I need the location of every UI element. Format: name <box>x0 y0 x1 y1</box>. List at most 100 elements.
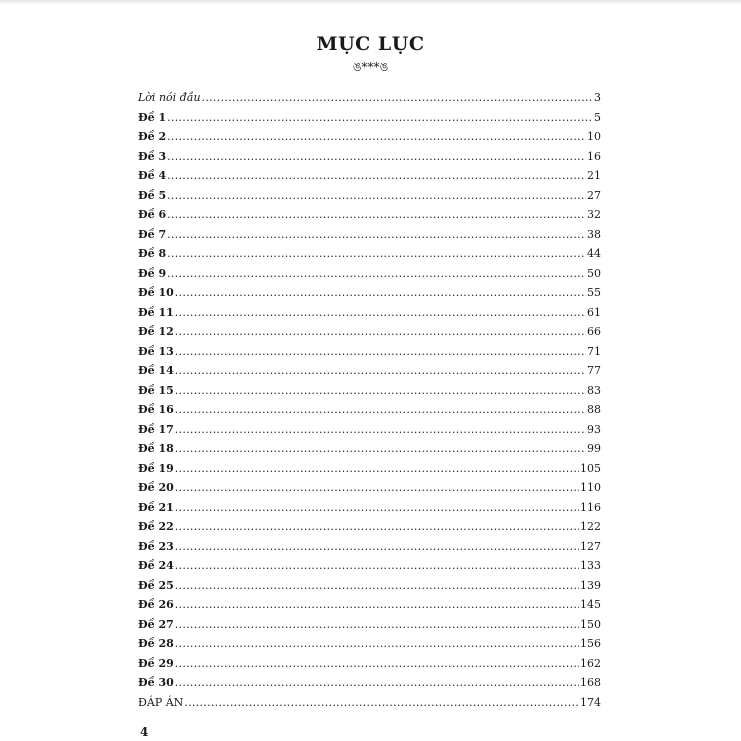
dot-leader <box>175 402 586 418</box>
toc-entry-label: Đề 23 <box>138 539 174 553</box>
toc-entry-label: Đề 9 <box>138 266 167 280</box>
toc-entry[interactable]: Đề 1 5 <box>138 110 601 130</box>
toc-entry-label: Đề 17 <box>138 422 174 436</box>
toc-entry-label: Đề 25 <box>138 578 174 592</box>
toc-entry-page: 127 <box>580 539 601 553</box>
toc-entry[interactable]: Đề 11 61 <box>138 305 601 325</box>
toc-entry[interactable]: Đề 25 139 <box>138 578 601 598</box>
toc-entry[interactable]: Đề 21 116 <box>138 500 601 520</box>
dot-leader <box>167 110 593 126</box>
toc-entry[interactable]: Đề 17 93 <box>138 422 601 442</box>
dot-leader <box>175 344 586 360</box>
dot-leader <box>175 519 579 535</box>
toc-entry[interactable]: Đề 7 38 <box>138 227 601 247</box>
toc-entry-page: 83 <box>587 383 601 397</box>
toc-entry-page: 156 <box>580 637 601 651</box>
toc-entry[interactable]: Đề 19 105 <box>138 461 601 481</box>
toc-entry[interactable]: Đề 23 127 <box>138 539 601 559</box>
toc-entry[interactable]: ĐÁP ÁN 174 <box>138 695 601 715</box>
toc-entry-label: Đề 4 <box>138 169 167 183</box>
toc-entry[interactable]: Đề 12 66 <box>138 324 601 344</box>
toc-entry-label: Đề 7 <box>138 227 167 241</box>
toc-entry[interactable]: Đề 16 88 <box>138 402 601 422</box>
toc-entry[interactable]: Đề 30 168 <box>138 675 601 695</box>
toc-entry-page: 10 <box>587 130 601 144</box>
dot-leader <box>175 363 586 379</box>
dot-leader <box>175 617 579 633</box>
toc-entry[interactable]: Đề 29 162 <box>138 656 601 676</box>
toc-entry-label: Đề 20 <box>138 481 174 495</box>
toc-entry-label: Đề 6 <box>138 208 167 222</box>
toc-entry[interactable]: Đề 15 83 <box>138 383 601 403</box>
toc-entry-label: Đề 27 <box>138 617 174 631</box>
toc-entry[interactable]: Đề 13 71 <box>138 344 601 364</box>
dot-leader <box>175 383 586 399</box>
toc-entry-page: 61 <box>587 305 601 319</box>
toc-entry[interactable]: Đề 26 145 <box>138 597 601 617</box>
page-title: MỤC LỤC <box>316 33 425 55</box>
toc-entry[interactable]: Đề 20 110 <box>138 480 601 500</box>
dot-leader <box>167 227 586 243</box>
toc-entry-page: 162 <box>580 656 601 670</box>
ornament-divider: ঙ***ঙ <box>0 60 741 74</box>
toc-entry[interactable]: Đề 3 16 <box>138 149 601 169</box>
toc-entry-page: 5 <box>594 110 601 124</box>
toc-entry-label: Đề 11 <box>138 305 174 319</box>
toc-entry-page: 88 <box>587 403 601 417</box>
toc-entry[interactable]: Đề 18 99 <box>138 441 601 461</box>
dot-leader <box>175 461 579 477</box>
dot-leader <box>175 578 579 594</box>
page-number: 4 <box>140 725 149 739</box>
toc-entry-label: ĐÁP ÁN <box>138 695 184 709</box>
toc-entry-label: Đề 8 <box>138 247 167 261</box>
toc-entry-page: 38 <box>587 227 601 241</box>
toc-entry[interactable]: Đề 9 50 <box>138 266 601 286</box>
toc-entry[interactable]: Lời nói đầu 3 <box>138 90 601 110</box>
toc-entry-page: 116 <box>580 500 601 514</box>
toc-entry-label: Đề 10 <box>138 286 174 300</box>
dot-leader <box>175 597 579 613</box>
dot-leader <box>175 441 586 457</box>
toc-entry-page: 3 <box>594 91 601 104</box>
toc-entry-label: Đề 30 <box>138 676 174 690</box>
toc-entry-label: Đề 29 <box>138 656 174 670</box>
dot-leader <box>167 168 586 184</box>
toc-entry[interactable]: Đề 5 27 <box>138 188 601 208</box>
toc-entry[interactable]: Đề 10 55 <box>138 285 601 305</box>
toc-entry-label: Đề 22 <box>138 520 174 534</box>
dot-leader <box>175 636 579 652</box>
toc-entry[interactable]: Đề 24 133 <box>138 558 601 578</box>
dot-leader <box>202 90 593 106</box>
toc-entry-label: Đề 14 <box>138 364 174 378</box>
toc-entry-page: 122 <box>580 520 601 534</box>
toc-entry-page: 44 <box>587 247 601 261</box>
toc-entry-page: 71 <box>587 344 601 358</box>
dot-leader <box>175 656 579 672</box>
toc-entry[interactable]: Đề 27 150 <box>138 617 601 637</box>
toc-entry-page: 66 <box>587 325 601 339</box>
toc-entry[interactable]: Đề 22 122 <box>138 519 601 539</box>
toc-entry-page: 150 <box>580 617 601 631</box>
toc-entry[interactable]: Đề 6 32 <box>138 207 601 227</box>
dot-leader <box>175 500 579 516</box>
toc-entry-page: 21 <box>587 169 601 183</box>
toc-entry[interactable]: Đề 14 77 <box>138 363 601 383</box>
toc-entry[interactable]: Đề 8 44 <box>138 246 601 266</box>
toc-entry-label: Đề 2 <box>138 130 167 144</box>
toc-entry-label: Đề 24 <box>138 559 174 573</box>
dot-leader <box>167 207 586 223</box>
dot-leader <box>175 285 586 301</box>
toc-entry-page: 145 <box>580 598 601 612</box>
dot-leader <box>175 422 586 438</box>
toc-entry-page: 32 <box>587 208 601 222</box>
toc-entry-page: 174 <box>580 695 601 709</box>
toc-entry-page: 27 <box>587 188 601 202</box>
toc-entry[interactable]: Đề 4 21 <box>138 168 601 188</box>
dot-leader <box>167 266 586 282</box>
toc-entry-label: Đề 1 <box>138 110 167 124</box>
toc-entry[interactable]: Đề 28 156 <box>138 636 601 656</box>
toc-entry-label: Đề 13 <box>138 344 174 358</box>
toc-entry[interactable]: Đề 2 10 <box>138 129 601 149</box>
toc-entry-label: Đề 21 <box>138 500 174 514</box>
dot-leader <box>167 149 586 165</box>
